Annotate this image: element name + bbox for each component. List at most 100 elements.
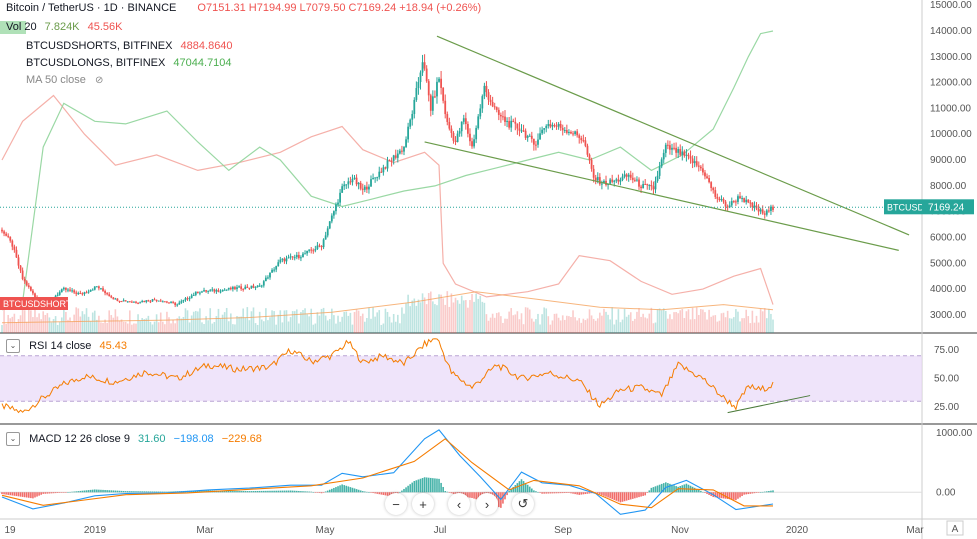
- candle-body: [691, 158, 694, 164]
- volume-bar: [331, 308, 333, 333]
- candle-body: [176, 304, 179, 306]
- macd-histogram-bar: [671, 484, 673, 493]
- volume-bar: [654, 322, 657, 333]
- zoom-out-button[interactable]: −: [385, 493, 407, 515]
- candle-body: [487, 92, 490, 100]
- shorts-label: BTCUSDSHORTS, BITFINEX: [26, 40, 173, 52]
- volume-bar: [129, 310, 131, 333]
- macd-histogram-bar: [749, 492, 752, 494]
- macd-histogram-bar: [607, 492, 609, 498]
- volume-bar: [586, 318, 589, 333]
- macd-histogram-bar: [382, 492, 385, 495]
- volume-bar: [260, 319, 263, 333]
- candle-body: [242, 288, 245, 290]
- macd-histogram-bar: [135, 491, 137, 493]
- candle-body: [745, 199, 748, 203]
- macd-histogram-bar: [345, 485, 348, 493]
- macd-histogram-bar: [728, 492, 731, 500]
- volume-bar: [411, 300, 414, 333]
- reset-icon: ↺: [517, 496, 529, 511]
- candle-body: [600, 183, 603, 185]
- eye-off-icon[interactable]: ⊘: [94, 75, 104, 86]
- volume-bar: [258, 311, 261, 333]
- candle-body: [269, 272, 271, 278]
- macd-histogram-bar: [570, 492, 572, 494]
- volume-bar: [320, 308, 323, 333]
- ohlc-values: O7151.31 H7194.99 L7079.50 C7169.24 +18.…: [197, 2, 482, 14]
- candle-body: [549, 124, 552, 127]
- zoom-in-button[interactable]: +: [412, 493, 434, 515]
- volume-bar: [256, 324, 259, 333]
- volume-bar: [293, 311, 296, 333]
- candle-body: [260, 285, 263, 287]
- collapse-rsi-icon[interactable]: ⌄: [6, 339, 20, 353]
- volume-bar: [737, 311, 739, 333]
- macd-value-2: −198.08: [173, 432, 214, 445]
- candle-body: [677, 149, 680, 153]
- volume-bar: [650, 307, 653, 333]
- macd-histogram-bar: [96, 489, 98, 493]
- candle-body: [471, 141, 473, 147]
- volume-bar: [724, 317, 727, 333]
- scroll-right-button[interactable]: ›: [476, 493, 498, 515]
- volume-bar: [770, 313, 772, 333]
- candle-body: [475, 128, 478, 140]
- macd-histogram-bar: [611, 492, 614, 500]
- volume-bar: [681, 309, 684, 333]
- collapse-macd-icon[interactable]: ⌄: [6, 432, 20, 446]
- macd-histogram-bar: [63, 492, 65, 493]
- volume-bar: [580, 322, 583, 333]
- macd-histogram-bar: [549, 492, 552, 494]
- volume-bar: [514, 314, 517, 333]
- volume-bar: [469, 300, 471, 333]
- macd-histogram-bar: [359, 490, 362, 493]
- macd-histogram-bar: [743, 492, 745, 495]
- price-tick-label: 15000.00: [930, 0, 972, 11]
- macd-histogram-bar: [263, 490, 265, 493]
- volume-bar: [467, 307, 469, 333]
- macd-histogram-bar: [102, 489, 104, 493]
- volume-bar: [465, 300, 467, 333]
- volume-bar: [640, 316, 642, 333]
- macd-histogram-bar: [444, 491, 447, 493]
- volume-bar: [665, 310, 667, 333]
- reset-chart-button[interactable]: ↺: [512, 493, 534, 515]
- macd-histogram-bar: [442, 486, 444, 493]
- volume-bar: [271, 310, 273, 333]
- volume-bar: [50, 322, 53, 333]
- candle-body: [320, 246, 323, 248]
- macd-histogram-bar: [741, 492, 743, 497]
- volume-bar: [27, 307, 30, 333]
- volume-bar: [71, 321, 73, 333]
- macd-histogram-bar: [91, 489, 94, 493]
- candle-body: [328, 221, 331, 229]
- chevron-left-icon: ‹: [456, 496, 462, 512]
- candle-body: [349, 181, 352, 183]
- volume-bar: [386, 312, 389, 333]
- volume-bar: [316, 312, 319, 333]
- macd-histogram-bar: [512, 486, 515, 493]
- macd-histogram-bar: [409, 484, 411, 493]
- volume-bar: [588, 309, 591, 333]
- candle-body: [625, 174, 628, 177]
- candle-body: [574, 131, 576, 135]
- candle-body: [112, 297, 115, 300]
- macd-histogram-bar: [285, 490, 288, 493]
- macd-histogram-bar: [650, 487, 653, 493]
- price-tag-symbol: BTCUSDT: [887, 202, 930, 212]
- candle-body: [473, 139, 475, 147]
- volume-bar: [487, 320, 490, 333]
- vol-label: Vol 20: [6, 21, 37, 33]
- volume-bar: [157, 322, 160, 333]
- scroll-left-button[interactable]: ‹: [448, 493, 470, 515]
- candle-body: [702, 168, 704, 173]
- macd-histogram-bar: [370, 492, 372, 493]
- macd-histogram-bar: [54, 492, 57, 494]
- volume-bar: [135, 323, 137, 333]
- time-tick-label: 2020: [786, 525, 809, 536]
- volume-bar: [3, 308, 5, 333]
- macd-histogram-bar: [471, 492, 473, 498]
- macd-histogram-bar: [40, 492, 42, 495]
- rsi-tick-label: 50.00: [934, 374, 959, 385]
